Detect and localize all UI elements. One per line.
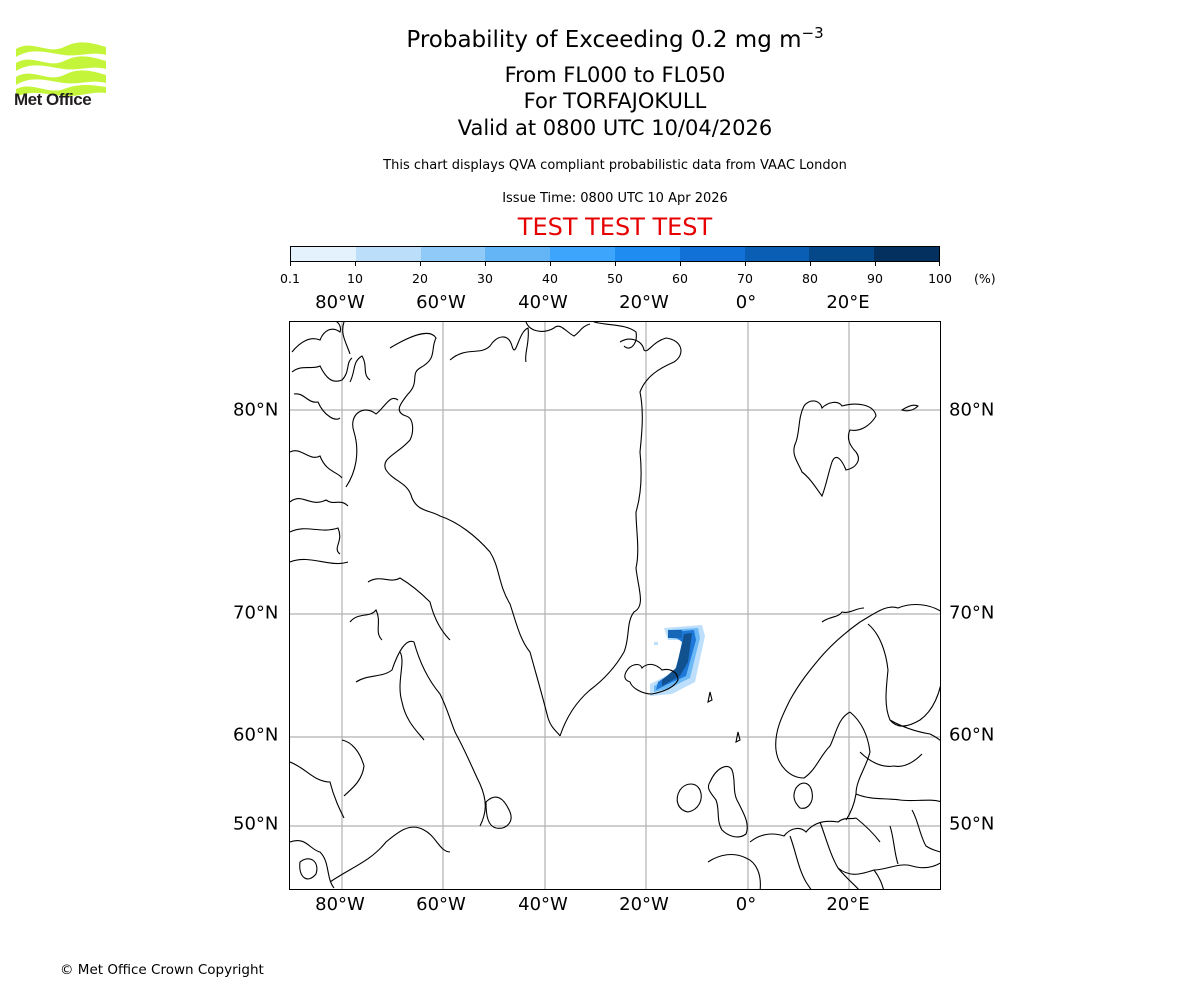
valid-time: Valid at 0800 UTC 10/04/2026 <box>457 116 773 140</box>
lon-label-bottom: 80°W <box>315 894 365 915</box>
colorbar-tick <box>485 262 486 266</box>
met-office-wave-logo-icon <box>16 42 106 97</box>
colorbar-segment <box>874 247 939 261</box>
colorbar-tick <box>550 262 551 266</box>
colorbar-segment <box>744 247 810 261</box>
colorbar-segment <box>614 247 680 261</box>
colorbar-label: 50 <box>607 271 623 286</box>
lat-label-right: 80°N <box>949 399 995 421</box>
lon-label-top: 80°W <box>315 292 365 313</box>
colorbar-tick <box>615 262 616 266</box>
coastlines <box>290 322 940 889</box>
colorbar-segment <box>550 247 615 261</box>
colorbar-tick <box>680 262 681 266</box>
map-svg <box>290 322 940 889</box>
colorbar-label: 90 <box>867 271 883 286</box>
lon-label-bottom: 20°W <box>619 894 669 915</box>
lat-label-right: 50°N <box>949 813 995 835</box>
ash-plume <box>650 625 705 696</box>
title-text: Probability of Exceeding 0.2 mg m <box>406 27 802 53</box>
lon-label-bottom: 40°W <box>518 894 568 915</box>
title-superscript: −3 <box>801 24 824 42</box>
colorbar-tick <box>290 262 291 266</box>
probability-colorbar <box>290 246 940 262</box>
lon-label-top: 60°W <box>416 292 466 313</box>
colorbar-label: 70 <box>737 271 753 286</box>
lat-label-right: 70°N <box>949 602 995 624</box>
colorbar-label: 80 <box>802 271 818 286</box>
copyright-notice: © Met Office Crown Copyright <box>60 962 264 978</box>
colorbar-tick <box>875 262 876 266</box>
colorbar-unit: (%) <box>974 271 996 286</box>
chart-title: Probability of Exceeding 0.2 mg m−3 <box>300 24 930 53</box>
flight-level-range: From FL000 to FL050 <box>504 63 726 87</box>
lat-label-left: 70°N <box>233 602 279 624</box>
lon-label-top: 40°W <box>518 292 568 313</box>
lat-label-left: 80°N <box>233 399 279 421</box>
lon-label-top: 20°W <box>619 292 669 313</box>
colorbar-label: 30 <box>477 271 493 286</box>
colorbar-label: 0.1 <box>280 271 300 286</box>
colorbar-tick <box>745 262 746 266</box>
lat-label-left: 50°N <box>233 813 279 835</box>
colorbar-tick <box>939 262 940 266</box>
colorbar-label: 10 <box>347 271 363 286</box>
colorbar-segment <box>485 247 551 261</box>
logo-text: Met Office <box>14 90 92 109</box>
lon-label-top: 0° <box>735 292 757 313</box>
colorbar-label: 100 <box>928 271 952 286</box>
lon-label-bottom: 20°E <box>826 894 870 915</box>
graticule <box>290 322 940 889</box>
colorbar-tick <box>420 262 421 266</box>
colorbar-tick <box>810 262 811 266</box>
colorbar-label: 60 <box>672 271 688 286</box>
colorbar-segment <box>291 247 356 261</box>
colorbar-segment <box>809 247 875 261</box>
colorbar-tick <box>355 262 356 266</box>
lat-label-left: 60°N <box>233 724 279 746</box>
colorbar-label: 20 <box>412 271 428 286</box>
issue-time: Issue Time: 0800 UTC 10 Apr 2026 <box>502 191 728 206</box>
colorbar-segment <box>420 247 486 261</box>
test-banner: TEST TEST TEST <box>517 213 713 241</box>
chart-subtitle: This chart displays QVA compliant probab… <box>383 158 847 173</box>
lon-label-bottom: 0° <box>735 894 757 915</box>
volcano-name: For TORFAJOKULL <box>523 89 707 113</box>
lon-label-bottom: 60°W <box>416 894 466 915</box>
lat-label-right: 60°N <box>949 724 995 746</box>
map-canvas[interactable] <box>289 321 941 890</box>
lon-label-top: 20°E <box>826 292 870 313</box>
colorbar-segment <box>679 247 745 261</box>
colorbar-segment <box>355 247 421 261</box>
colorbar-label: 40 <box>542 271 558 286</box>
